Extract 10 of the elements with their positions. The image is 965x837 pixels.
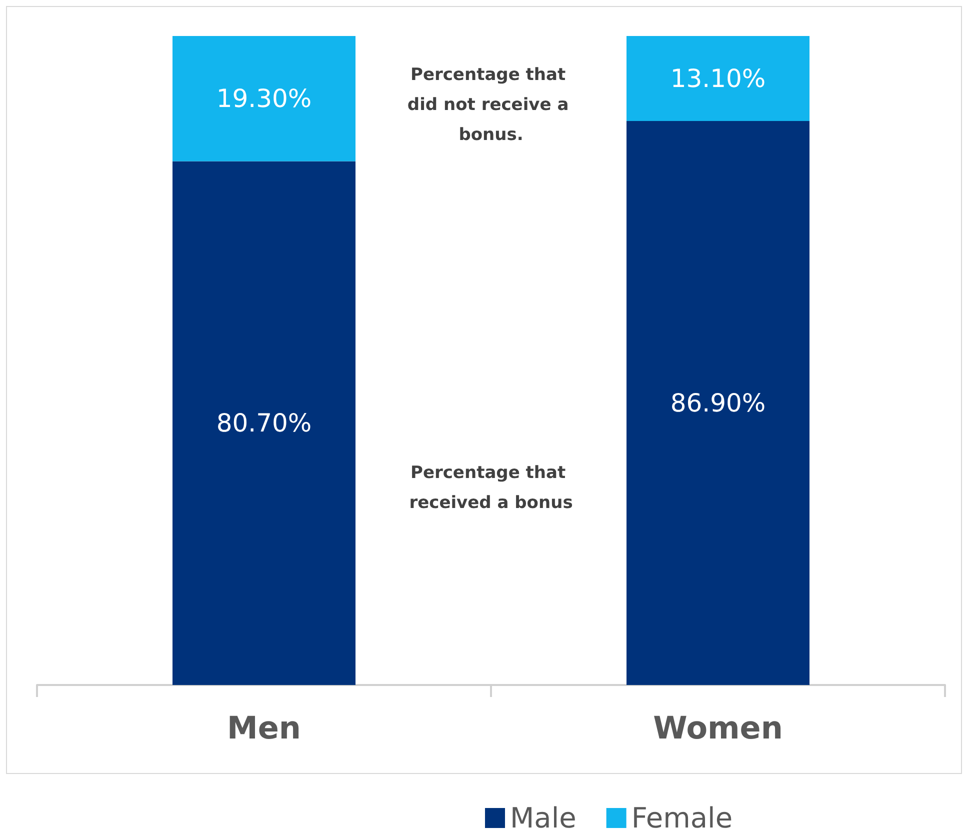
data-label: 80.70% [216, 408, 312, 438]
annotation: Percentage that did not receive a bonus. [407, 65, 575, 145]
data-label: 19.30% [216, 84, 312, 114]
legend-label: Female [631, 802, 733, 834]
x-tick-label: Men [227, 710, 301, 746]
x-tick-label: Women [653, 710, 783, 746]
legend-label: Male [510, 802, 576, 834]
annotation: Percentage that received a bonus [409, 463, 573, 513]
data-label: 13.10% [670, 64, 766, 94]
data-label: 86.90% [670, 388, 766, 418]
